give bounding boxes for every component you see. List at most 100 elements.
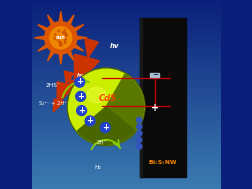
Text: sun: sun — [56, 35, 66, 40]
Circle shape — [54, 38, 56, 40]
Bar — [32, 180, 220, 181]
Circle shape — [77, 106, 86, 115]
Circle shape — [137, 131, 142, 136]
Bar — [32, 0, 220, 2]
Bar — [32, 71, 220, 72]
Bar — [32, 69, 220, 71]
Circle shape — [59, 42, 61, 44]
Bar — [32, 76, 220, 77]
Bar — [32, 8, 220, 9]
Bar — [32, 137, 220, 139]
Bar — [32, 3, 220, 5]
Bar — [32, 55, 220, 57]
Bar — [32, 57, 220, 58]
Bar — [32, 22, 220, 24]
Bar — [32, 80, 220, 82]
Bar — [32, 88, 220, 90]
Text: +: + — [87, 116, 93, 125]
Bar — [32, 128, 220, 129]
Circle shape — [64, 32, 66, 34]
Text: +: + — [78, 106, 85, 115]
Text: Bi$_2$S$_3$NW: Bi$_2$S$_3$NW — [148, 158, 178, 167]
Bar — [32, 43, 220, 44]
Bar — [32, 143, 220, 145]
Polygon shape — [38, 25, 52, 34]
Bar — [32, 109, 220, 110]
Bar — [32, 20, 220, 22]
Bar — [32, 115, 220, 117]
Circle shape — [69, 69, 144, 144]
Bar — [32, 41, 220, 43]
Bar — [32, 39, 220, 41]
Bar — [32, 46, 220, 47]
Circle shape — [57, 39, 59, 41]
Polygon shape — [64, 15, 74, 29]
Bar — [32, 175, 220, 176]
Bar — [32, 91, 220, 93]
Bar — [32, 53, 220, 55]
Bar — [32, 176, 220, 178]
Bar — [32, 96, 220, 98]
Polygon shape — [38, 41, 52, 51]
Bar — [32, 146, 220, 148]
Bar — [32, 169, 220, 170]
Bar — [32, 170, 220, 172]
Bar — [32, 5, 220, 6]
Text: CdS: CdS — [99, 94, 117, 103]
Text: 2H⁺: 2H⁺ — [97, 140, 107, 145]
Bar — [32, 117, 220, 118]
Bar — [32, 13, 220, 14]
Bar — [32, 35, 220, 36]
Circle shape — [85, 116, 95, 126]
Bar — [32, 187, 220, 189]
Bar — [32, 63, 220, 65]
Bar — [32, 58, 220, 60]
Polygon shape — [72, 36, 87, 40]
Circle shape — [59, 41, 61, 43]
Bar — [32, 50, 220, 52]
Wedge shape — [77, 107, 135, 144]
Bar — [32, 77, 220, 79]
Bar — [32, 28, 220, 30]
Bar — [32, 121, 220, 123]
Bar — [32, 36, 220, 38]
Circle shape — [75, 77, 85, 87]
Bar — [32, 32, 220, 33]
Polygon shape — [48, 15, 57, 29]
Bar — [32, 44, 220, 46]
Bar — [32, 90, 220, 91]
Bar — [32, 139, 220, 140]
Bar — [32, 105, 220, 107]
Polygon shape — [69, 39, 99, 98]
Bar — [32, 38, 220, 39]
Bar — [32, 110, 220, 112]
Circle shape — [137, 144, 142, 149]
Bar — [32, 132, 220, 134]
Text: S₂²⁻ + 2H⁺: S₂²⁻ + 2H⁺ — [39, 101, 67, 105]
Bar — [32, 157, 220, 159]
Circle shape — [65, 35, 67, 37]
Bar — [32, 142, 220, 143]
Bar — [32, 173, 220, 175]
Text: +: + — [77, 91, 84, 101]
Circle shape — [64, 42, 66, 44]
Bar — [32, 120, 220, 121]
Bar — [140, 18, 185, 177]
Bar — [140, 18, 142, 177]
Bar — [32, 165, 220, 167]
Circle shape — [54, 34, 56, 36]
Bar — [32, 118, 220, 120]
Bar — [32, 164, 220, 165]
Bar — [32, 123, 220, 124]
Bar — [32, 65, 220, 66]
Circle shape — [137, 124, 142, 129]
Bar — [32, 150, 220, 151]
Bar — [32, 17, 220, 19]
Polygon shape — [58, 11, 63, 27]
Bar — [32, 72, 220, 74]
Bar — [32, 154, 220, 156]
Circle shape — [58, 30, 60, 32]
Bar — [32, 151, 220, 153]
Bar — [32, 14, 220, 16]
Bar — [32, 124, 220, 126]
